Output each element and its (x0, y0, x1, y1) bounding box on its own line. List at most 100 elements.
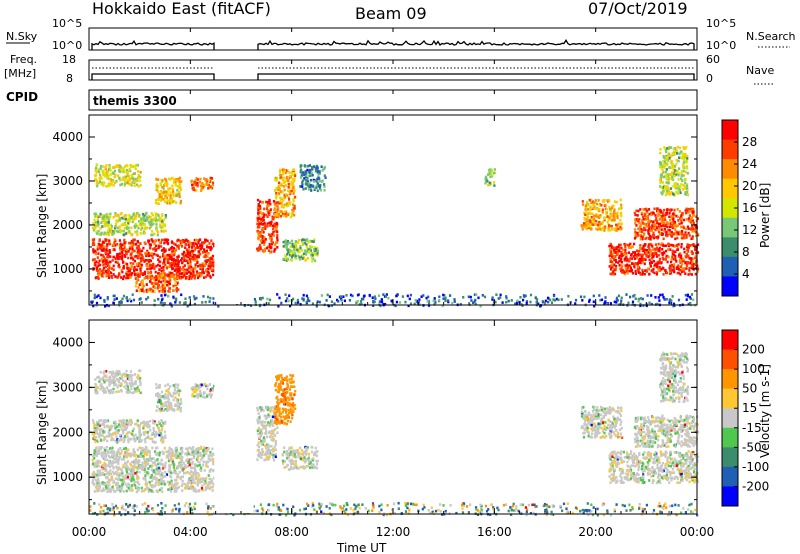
scatter-cell (201, 241, 204, 244)
scatter-cell (680, 262, 684, 266)
scatter-cell (670, 208, 673, 211)
scatter-cell (280, 182, 283, 185)
scatter-cell (140, 281, 143, 284)
scatter-cell (192, 450, 195, 453)
scatter-cell (605, 207, 608, 211)
scatter-cell (185, 259, 188, 263)
scatter-cell (126, 264, 129, 268)
scatter-cell (313, 246, 316, 249)
scatter-cell (312, 257, 315, 261)
scatter-cell (355, 301, 358, 304)
scatter-cell (125, 214, 128, 217)
scatter-cell (665, 212, 669, 215)
scatter-cell (110, 228, 113, 231)
scatter-cell (309, 249, 312, 252)
scatter-cell (694, 248, 697, 251)
scatter-cell (173, 490, 176, 493)
scatter-cell (286, 242, 289, 246)
scatter-cell (433, 297, 436, 300)
scatter-cell (131, 175, 134, 179)
scatter-cell (170, 201, 173, 204)
scatter-cell (166, 190, 169, 193)
scatter-cell (171, 274, 174, 277)
scatter-cell (108, 260, 112, 264)
scatter-cell (582, 225, 585, 228)
scatter-cell (142, 489, 145, 493)
scatter-cell (670, 171, 673, 175)
scatter-cell (212, 301, 215, 305)
scatter-cell (279, 200, 282, 203)
scatter-cell (316, 300, 319, 303)
scatter-cell (618, 254, 621, 258)
scatter-cell (205, 260, 208, 263)
scatter-cell (599, 227, 602, 231)
scatter-cell (157, 213, 160, 217)
scatter-cell (209, 185, 212, 188)
scatter-cell (123, 246, 126, 250)
scatter-cell (139, 455, 142, 459)
scatter-cell (162, 290, 165, 294)
scatter-cell (268, 198, 271, 202)
scatter-cell (138, 483, 141, 486)
scatter-cell (487, 183, 490, 187)
scatter-cell (128, 214, 131, 217)
scatter-cell (132, 298, 136, 302)
scatter-cell (668, 228, 671, 232)
scatter-cell (190, 257, 193, 260)
scatter-cell (618, 243, 621, 247)
scatter-cell (290, 181, 293, 184)
scatter-cell (144, 252, 147, 255)
scatter-cell (299, 170, 302, 174)
scatter-cell (657, 254, 660, 257)
scatter-cell (109, 456, 112, 459)
scatter-cell (645, 270, 648, 273)
scatter-cell (660, 180, 663, 183)
scatter-cell (198, 238, 202, 241)
scatter-cell (95, 182, 98, 185)
scatter-cell (96, 184, 99, 188)
scatter-cell (117, 257, 120, 261)
scatter-cell (684, 233, 687, 236)
scatter-cell (652, 234, 656, 237)
scatter-cell (212, 268, 216, 271)
scatter-cell (525, 301, 528, 305)
scatter-cell (637, 298, 640, 301)
scatter-cell (153, 470, 156, 474)
scatter-cell (144, 462, 147, 465)
scatter-cell (409, 302, 413, 306)
scatter-cell (664, 184, 667, 188)
scatter-cell (192, 267, 195, 270)
scatter-cell (126, 181, 129, 184)
scatter-cell (337, 300, 340, 303)
scatter-cell (266, 297, 269, 301)
scatter-cell (123, 238, 126, 242)
scatter-cell (607, 218, 610, 221)
scatter-cell (315, 250, 319, 253)
scatter-cell (210, 454, 213, 458)
scatter-cell (152, 471, 155, 474)
scatter-cell (678, 230, 681, 234)
scatter-cell (107, 269, 110, 273)
scatter-cell (644, 228, 647, 232)
scatter-cell (147, 472, 150, 476)
scatter-cell (133, 255, 136, 258)
scatter-cell (444, 296, 447, 300)
scatter-cell (472, 301, 475, 304)
scatter-cell (596, 215, 599, 219)
scatter-cell (688, 269, 691, 272)
scatter-cell (619, 207, 622, 210)
scatter-cell (98, 180, 101, 183)
scatter-cell (136, 272, 139, 275)
scatter-cell (210, 239, 213, 242)
scatter-cell (196, 238, 199, 242)
scatter-cell (624, 248, 627, 251)
scatter-cell (301, 254, 304, 257)
scatter-cell (499, 293, 502, 297)
scatter-cell (207, 183, 210, 187)
scatter-cell (170, 256, 173, 259)
scatter-cell (203, 177, 206, 180)
scatter-cell (188, 245, 191, 249)
scatter-cell (137, 245, 140, 249)
scatter-cell (167, 456, 170, 459)
scatter-cell (131, 248, 134, 252)
